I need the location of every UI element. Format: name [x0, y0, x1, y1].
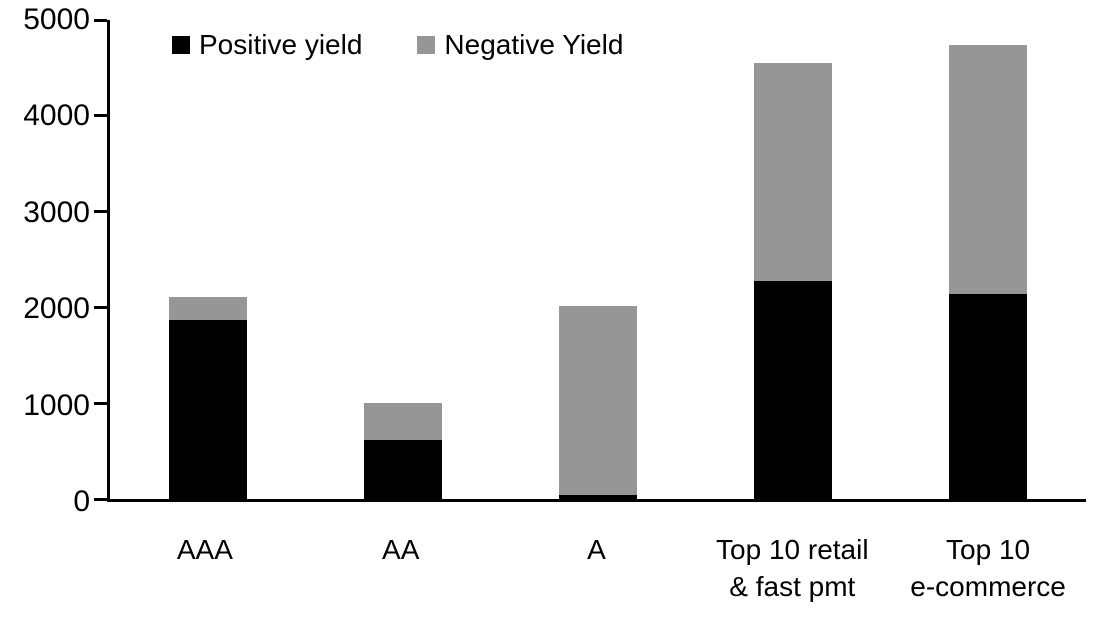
bar-slot-3	[500, 20, 695, 499]
bars	[110, 20, 1086, 499]
category-label: AA	[303, 531, 499, 605]
legend-swatch	[417, 36, 436, 54]
y-tick-mark	[94, 210, 107, 214]
category-label: Top 10 e-commerce	[890, 531, 1086, 605]
bar-slot-2	[305, 20, 500, 499]
bar-segment-negative	[949, 44, 1028, 294]
bar-stack	[949, 20, 1028, 499]
y-tick-label: 3000	[23, 195, 90, 229]
bar-segment-negative	[363, 403, 442, 440]
plot-area: Positive yield Negative Yield	[94, 18, 1086, 502]
y-tick-mark	[94, 114, 107, 118]
category-label: A	[499, 531, 695, 605]
bar-slot-1	[110, 20, 305, 499]
x-axis-labels: AAA AA A Top 10 retail & fast pmt Top 10 e-com…	[107, 531, 1086, 605]
y-tick-label: 5000	[23, 3, 90, 36]
legend-swatch	[172, 36, 190, 54]
bar-segment-positive	[559, 495, 637, 499]
category-label-line: Top 10	[946, 534, 1031, 565]
category-label-line: AAA	[176, 534, 233, 565]
bar-stack	[754, 20, 833, 499]
y-tick-label: 0	[73, 485, 90, 518]
category-label-line: AA	[382, 534, 420, 565]
y-tick-mark	[94, 401, 107, 405]
bar-segment-negative	[559, 305, 637, 496]
y-axis-labels: 0 1000 2000 3000 4000 5000	[0, 4, 90, 518]
bar-stack	[168, 20, 247, 499]
y-tick-label: 4000	[23, 99, 90, 133]
category-label-line: Top 10 retail	[716, 534, 869, 565]
bar-slot-4	[696, 20, 891, 499]
y-tick-mark	[94, 305, 107, 309]
bar-stack	[363, 20, 442, 499]
category-label: AAA	[107, 531, 303, 605]
bar-slot-5	[891, 20, 1086, 499]
legend-label: Negative Yield	[444, 29, 624, 60]
category-label-line: e-commerce	[910, 571, 1066, 602]
legend-item-positive-yield: Positive yield	[172, 28, 362, 62]
bar-segment-negative	[168, 296, 247, 320]
bar-segment-positive	[949, 294, 1028, 499]
bar-segment-positive	[168, 319, 247, 499]
y-tick-label: 2000	[23, 292, 90, 326]
y-tick-label: 1000	[23, 388, 90, 422]
category-label: Top 10 retail & fast pmt	[694, 531, 890, 605]
bar-stack	[559, 20, 637, 499]
legend: Positive yield Negative Yield	[172, 28, 623, 62]
y-tick-mark	[94, 497, 107, 501]
legend-item-negative-yield: Negative Yield	[417, 28, 623, 62]
legend-label: Positive yield	[199, 29, 363, 60]
bar-segment-positive	[754, 280, 833, 499]
category-label-line: A	[587, 534, 606, 565]
bar-segment-negative	[754, 63, 833, 281]
y-tick-mark	[94, 18, 107, 22]
category-label-line: & fast pmt	[729, 571, 856, 602]
bar-segment-positive	[363, 439, 442, 499]
